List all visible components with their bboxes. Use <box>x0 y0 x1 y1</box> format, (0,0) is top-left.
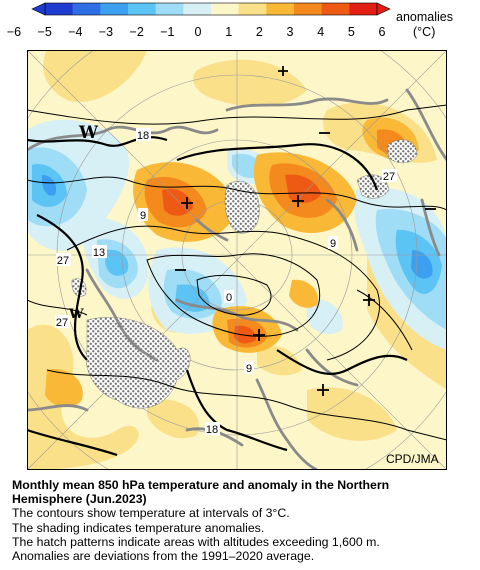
contour-label-13: 13 <box>93 247 105 259</box>
colorbar-ticks: −6 −5 −4 −3 −2 −1 0 1 2 3 4 5 6 <box>7 25 386 39</box>
colorbar-label-unit: (°C) <box>413 25 435 39</box>
colorbar-cell <box>183 3 212 15</box>
caption-line4: Anomalies are deviations from the 1991–2… <box>12 549 315 564</box>
contour-label-9-south: 9 <box>246 363 252 375</box>
caption-line2: The shading indicates temperature anomal… <box>12 520 265 535</box>
polar-stereographic-map: 18 9 13 27 27 0 9 9 27 18 W W <box>27 50 447 470</box>
colorbar-tick-label: 4 <box>317 25 324 39</box>
colorbar-tick-label: 3 <box>287 25 294 39</box>
contour-labels: 18 9 13 27 27 0 9 9 27 18 <box>55 128 397 436</box>
colorbar-cell <box>211 3 239 15</box>
colorbar-tick-label: −1 <box>160 25 174 39</box>
caption-line3: The hatch patterns indicate areas with a… <box>12 534 380 549</box>
warm-symbol-w-north: W <box>78 123 99 143</box>
colorbar-cell <box>266 3 295 15</box>
colorbar-left-arrow <box>31 2 46 16</box>
warm-symbols: W W <box>68 123 99 322</box>
colorbar-cell <box>155 3 184 15</box>
anomaly-minus-signs <box>175 132 436 271</box>
colorbar-tick-label: −3 <box>99 25 113 39</box>
contour-label-27-west-upper: 27 <box>57 255 69 267</box>
colorbar-cell <box>321 3 350 15</box>
caption-line1: The contours show temperature at interva… <box>12 506 290 521</box>
colorbar-tick-label: −5 <box>38 25 52 39</box>
colorbar-cell <box>100 3 129 15</box>
warm-symbol-w-west: W <box>68 307 84 322</box>
contour-label-0: 0 <box>226 292 232 304</box>
colorbar-tick-label: 1 <box>225 25 232 39</box>
colorbar-cell <box>72 3 101 15</box>
colorbar-cell <box>45 3 73 15</box>
colorbar-tick-label: 2 <box>256 25 263 39</box>
colorbar-cell <box>128 3 156 15</box>
contour-label-18-south: 18 <box>206 424 218 436</box>
colorbar-cell <box>294 3 322 15</box>
anomaly-colorbar: −6 −5 −4 −3 −2 −1 0 1 2 3 4 5 6 anomalies (°C) <box>7 2 453 39</box>
colorbar-tick-label: 0 <box>195 25 202 39</box>
contour-label-9-west: 9 <box>140 210 146 222</box>
contour-label-27-west-lower: 27 <box>56 317 68 329</box>
caption-title-line1: Monthly mean 850 hPa temperature and ano… <box>12 478 390 492</box>
contour-label-18-north: 18 <box>137 130 149 142</box>
colorbar-tick-label: −4 <box>68 25 82 39</box>
colorbar-cell <box>238 3 267 15</box>
colorbar-tick-label: 6 <box>379 25 386 39</box>
contour-label-27-east: 27 <box>383 171 395 183</box>
anomaly-shading-warm-hot <box>162 174 321 344</box>
colorbar-right-arrow <box>376 2 391 16</box>
colorbar-tick-label: 5 <box>348 25 355 39</box>
high-altitude-hatch <box>71 139 418 409</box>
anomaly-plus-signs <box>181 66 375 396</box>
colorbar-label-anomalies: anomalies <box>396 10 453 24</box>
figure-caption: Monthly mean 850 hPa temperature and ano… <box>12 478 472 563</box>
map-frame <box>27 50 447 470</box>
graticule <box>27 50 447 470</box>
colorbar-cells <box>44 2 378 16</box>
contour-label-9-east: 9 <box>330 238 336 250</box>
colorbar-cell <box>349 3 378 15</box>
colorbar-tick-label: −2 <box>130 25 144 39</box>
colorbar-tick-label: −6 <box>7 25 21 39</box>
temperature-contours <box>27 104 447 441</box>
credit-label: CPD/JMA <box>386 452 439 466</box>
caption-title-line2: Hemisphere (Jun.2023) <box>12 492 147 507</box>
